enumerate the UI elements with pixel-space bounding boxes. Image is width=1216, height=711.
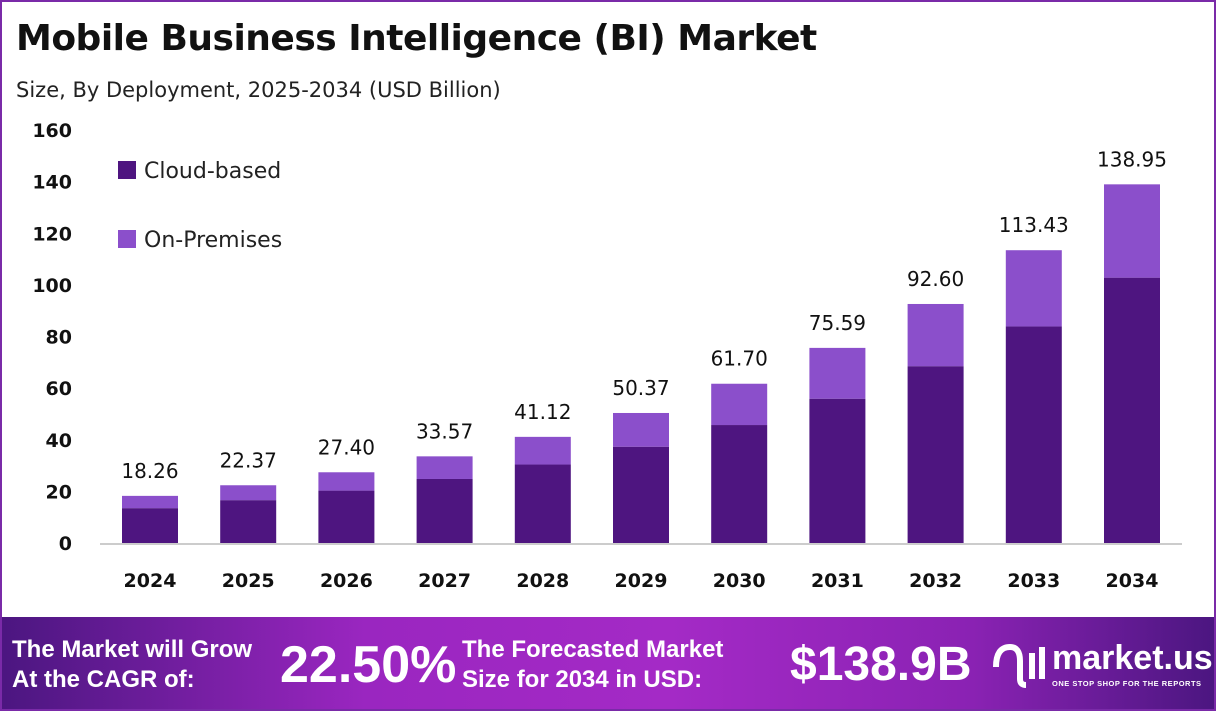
cagr-label-line1: The Market will Grow xyxy=(12,636,253,663)
stacked-bar-chart: 0 20 40 60 80 100 120 140 160 18.26 2024 22.37 2025 2… xyxy=(32,120,1182,592)
total-label: 75.59 xyxy=(809,311,866,335)
bar-cloud-2025 xyxy=(220,500,277,543)
bar-onpremises-2026 xyxy=(318,472,375,491)
market-size-value: $138.9B xyxy=(790,638,972,691)
cagr-value: 22.50% xyxy=(280,636,457,694)
total-label: 33.57 xyxy=(416,419,473,443)
x-tick-label: 2031 xyxy=(811,570,864,592)
y-tick-label: 40 xyxy=(46,430,72,452)
total-label: 92.60 xyxy=(907,267,964,291)
x-tick-label: 2026 xyxy=(320,570,373,592)
bar-cloud-2033 xyxy=(1005,326,1062,543)
y-tick-label: 160 xyxy=(32,120,72,142)
x-tick-label: 2029 xyxy=(615,570,668,592)
legend-swatch xyxy=(118,161,136,179)
cagr-label-line2: At the CAGR of: xyxy=(12,666,195,693)
y-tick-label: 100 xyxy=(32,275,72,297)
x-tick-label: 2030 xyxy=(713,570,766,592)
y-tick-label: 60 xyxy=(46,378,72,400)
bar-cloud-2026 xyxy=(318,490,375,543)
y-tick-label: 120 xyxy=(32,223,72,245)
total-label: 113.43 xyxy=(999,213,1069,237)
market-size-label: The Forecasted Market Size for 2034 in U… xyxy=(462,635,723,695)
x-tick-label: 2032 xyxy=(909,570,962,592)
x-tick-label: 2025 xyxy=(222,570,275,592)
legend-label: On-Premises xyxy=(144,228,282,253)
bar-cloud-2027 xyxy=(416,478,473,543)
total-label: 18.26 xyxy=(121,459,178,483)
bar-onpremises-2034 xyxy=(1104,184,1160,278)
total-label: 41.12 xyxy=(514,400,571,424)
x-tick-label: 2034 xyxy=(1106,570,1159,592)
bar-onpremises-2025 xyxy=(220,485,277,501)
bar-onpremises-2029 xyxy=(613,412,669,447)
bar-onpremises-2031 xyxy=(809,347,866,399)
bar-cloud-2031 xyxy=(809,398,866,543)
market-size-label-line2: Size for 2034 in USD: xyxy=(462,666,703,693)
chart-title: Mobile Business Intelligence (BI) Market xyxy=(16,18,817,59)
bar-onpremises-2032 xyxy=(907,303,964,367)
bar-cloud-2032 xyxy=(907,366,964,543)
footer-banner: The Market will Grow At the CAGR of: 22.… xyxy=(0,617,1216,711)
bar-onpremises-2024 xyxy=(122,495,178,509)
x-tick-label: 2024 xyxy=(124,570,177,592)
bar-cloud-2024 xyxy=(122,508,178,543)
brand-tagline: ONE STOP SHOP FOR THE REPORTS xyxy=(1052,679,1202,688)
bar-onpremises-2027 xyxy=(416,456,473,479)
total-label: 22.37 xyxy=(220,448,277,472)
y-tick-label: 20 xyxy=(46,481,72,503)
bar-cloud-2029 xyxy=(613,446,669,543)
bar-onpremises-2030 xyxy=(711,383,768,426)
brand-name: market.us xyxy=(1052,639,1213,677)
total-label: 61.70 xyxy=(711,347,768,371)
cagr-label: The Market will Grow At the CAGR of: xyxy=(12,635,252,695)
total-label: 138.95 xyxy=(1097,147,1167,171)
bar-cloud-2030 xyxy=(711,425,768,543)
legend-swatch xyxy=(118,230,136,248)
bar-cloud-2034 xyxy=(1104,277,1160,543)
total-label: 27.40 xyxy=(318,435,375,459)
x-tick-label: 2033 xyxy=(1007,570,1060,592)
x-tick-label: 2028 xyxy=(516,570,569,592)
market-size-label-line1: The Forecasted Market xyxy=(462,636,724,663)
chart-subtitle: Size, By Deployment, 2025-2034 (USD Bill… xyxy=(16,78,501,102)
marketus-logo: market.us ONE STOP SHOP FOR THE REPORTS xyxy=(990,639,1213,698)
y-tick-label: 0 xyxy=(59,533,72,555)
legend-label: Cloud-based xyxy=(144,159,281,184)
y-tick-label: 140 xyxy=(32,172,72,194)
y-tick-label: 80 xyxy=(46,327,72,349)
bar-onpremises-2028 xyxy=(514,436,571,465)
bar-onpremises-2033 xyxy=(1005,250,1062,327)
bar-cloud-2028 xyxy=(514,464,571,543)
total-label: 50.37 xyxy=(612,376,669,400)
x-tick-label: 2027 xyxy=(418,570,471,592)
logo-icon xyxy=(993,643,1045,688)
